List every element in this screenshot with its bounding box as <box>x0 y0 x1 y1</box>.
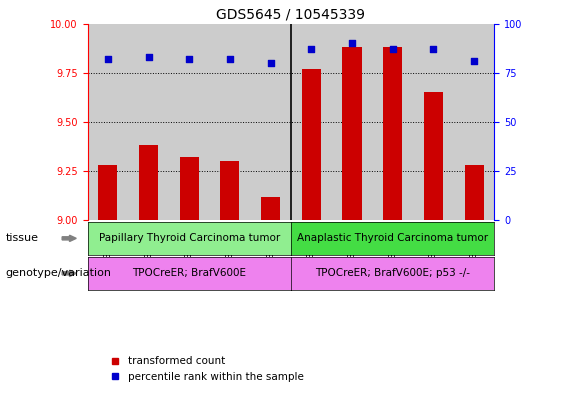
Bar <box>98 165 118 220</box>
Bar <box>250 24 291 220</box>
Text: TPOCreER; BrafV600E: TPOCreER; BrafV600E <box>132 268 246 278</box>
Bar <box>169 24 210 220</box>
Bar <box>291 24 332 220</box>
Text: TPOCreER; BrafV600E; p53 -/-: TPOCreER; BrafV600E; p53 -/- <box>315 268 470 278</box>
Legend: transformed count, percentile rank within the sample: transformed count, percentile rank withi… <box>107 352 308 386</box>
Bar <box>332 24 372 220</box>
Text: genotype/variation: genotype/variation <box>6 268 112 278</box>
Bar <box>210 24 250 220</box>
Point <box>307 46 316 52</box>
Bar <box>383 47 402 220</box>
Point <box>185 56 194 62</box>
Bar <box>454 24 494 220</box>
Point <box>103 56 112 62</box>
Bar <box>342 47 362 220</box>
Bar <box>88 24 128 220</box>
Point <box>347 40 357 46</box>
Bar <box>424 92 443 220</box>
Point <box>266 60 275 66</box>
Text: tissue: tissue <box>6 233 38 243</box>
Bar <box>180 157 199 220</box>
Point <box>388 46 397 52</box>
Point <box>470 58 479 64</box>
Bar <box>372 24 413 220</box>
Bar <box>302 69 321 220</box>
Bar <box>139 145 158 220</box>
Point <box>225 56 234 62</box>
Bar <box>261 196 280 220</box>
Text: Anaplastic Thyroid Carcinoma tumor: Anaplastic Thyroid Carcinoma tumor <box>297 233 488 243</box>
Point <box>429 46 438 52</box>
Title: GDS5645 / 10545339: GDS5645 / 10545339 <box>216 7 366 21</box>
Bar <box>464 165 484 220</box>
Point <box>144 54 153 60</box>
Bar <box>220 161 240 220</box>
Bar <box>128 24 169 220</box>
Bar <box>413 24 454 220</box>
Text: Papillary Thyroid Carcinoma tumor: Papillary Thyroid Carcinoma tumor <box>99 233 280 243</box>
